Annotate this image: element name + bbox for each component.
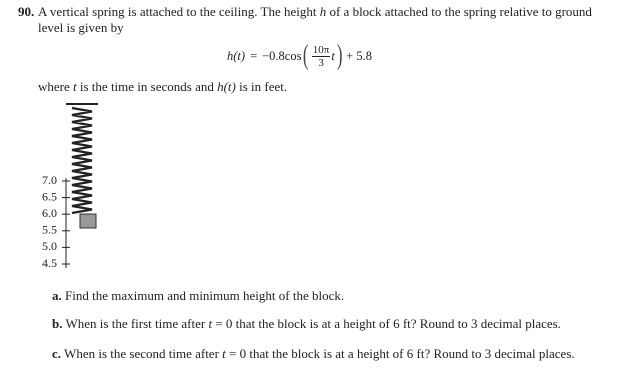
question-part: b. When is the first time after t = 0 th…	[52, 316, 561, 332]
denominator: 3	[318, 56, 324, 69]
variable: t	[208, 316, 213, 331]
part-label: a.	[52, 288, 62, 303]
eq-equals: =	[250, 48, 258, 63]
tick-label: 6.5	[42, 189, 57, 203]
eq-lhs: h(t)	[227, 48, 246, 63]
problem-intro: A vertical spring is attached to the cei…	[38, 4, 598, 36]
text: When is the second time after	[64, 346, 223, 361]
text: = 0 that the block is at a height of 6 f…	[212, 316, 561, 331]
variable: t	[222, 346, 226, 361]
eq-variable: t	[331, 48, 335, 63]
spring-figure: 7.0 6.5 6.0 5.5 5.0 4.5	[42, 103, 98, 270]
eq-constant: + 5.8	[346, 48, 372, 63]
question-part: a. Find the maximum and minimum height o…	[52, 288, 344, 304]
question-part: c. When is the second time after t = 0 t…	[52, 346, 575, 362]
variable: h	[319, 4, 327, 19]
tick-label: 5.5	[42, 223, 57, 237]
where-line: where t is the time in seconds and h(t) …	[38, 79, 287, 95]
part-label: c.	[52, 346, 62, 361]
spring	[71, 106, 93, 215]
text: where	[38, 79, 74, 94]
text: of a block attached to the spring relati…	[38, 4, 592, 35]
eq-coef: −0.8cos	[262, 48, 302, 63]
text: When is the first time after	[65, 316, 209, 331]
equation: h(t) = −0.8cos ( 10π 3 t ) + 5.8	[227, 41, 372, 71]
fraction: 10π 3	[311, 43, 331, 69]
paren: (	[303, 40, 309, 71]
tick-label: 7.0	[42, 173, 57, 187]
text: is the time in seconds and	[76, 79, 218, 94]
tick-label: 6.0	[42, 206, 57, 220]
block	[79, 213, 97, 229]
text: is in feet.	[235, 79, 288, 94]
paren: )	[336, 40, 343, 71]
variable: t	[73, 79, 77, 94]
tick-label: 5.0	[42, 239, 57, 253]
variable: h(t)	[217, 79, 236, 94]
problem-number: 90.	[18, 4, 35, 19]
tick-label: 4.5	[42, 256, 57, 270]
numerator: 10π	[311, 43, 331, 57]
text: = 0 that the block is at a height of 6 f…	[225, 346, 575, 361]
part-label: b.	[52, 316, 63, 331]
text: Find the maximum and minimum height of t…	[65, 288, 345, 303]
text: A vertical spring is attached to the cei…	[38, 4, 320, 19]
